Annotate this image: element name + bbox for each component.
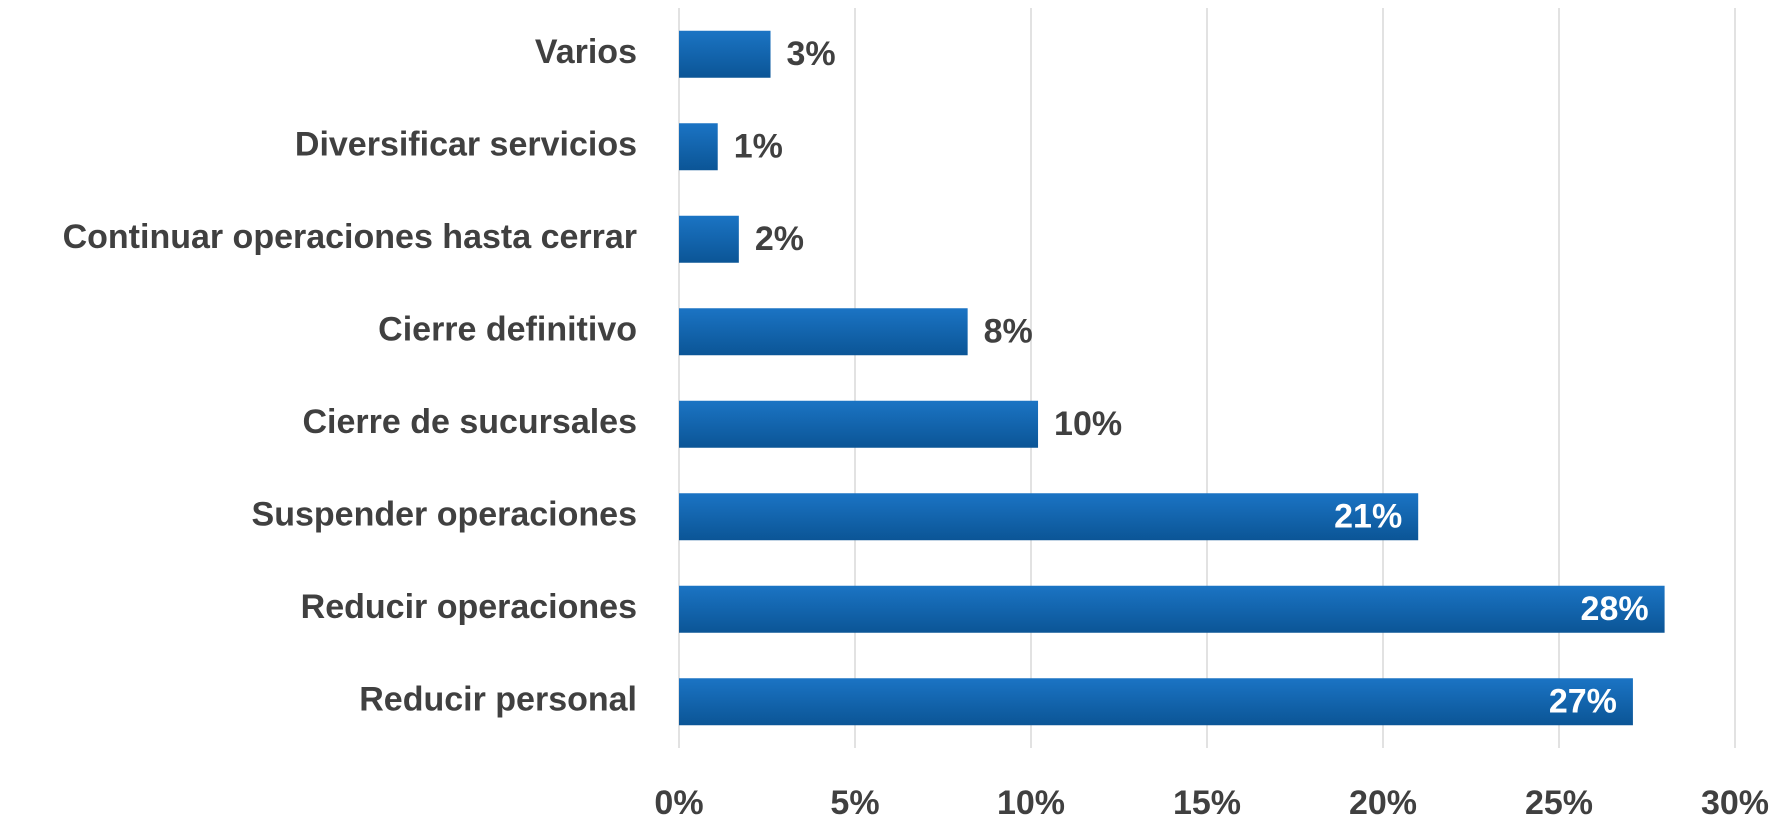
y-tick-label: Diversificar servicios (295, 126, 637, 164)
value-label: 1% (734, 128, 783, 166)
value-label: 2% (755, 220, 804, 258)
value-label: 28% (1581, 590, 1649, 628)
value-label: 21% (1334, 498, 1402, 536)
y-tick-label: Suspender operaciones (252, 496, 637, 534)
y-tick-label: Cierre de sucursales (302, 403, 637, 441)
x-tick-label: 25% (1525, 784, 1593, 822)
bar (679, 678, 1633, 726)
x-tick-label: 0% (654, 784, 703, 822)
value-label: 10% (1054, 405, 1122, 443)
x-tick-label: 30% (1701, 784, 1769, 822)
value-label: 27% (1549, 683, 1617, 721)
bar (679, 493, 1419, 541)
x-tick-label: 5% (830, 784, 879, 822)
y-tick-label: Cierre definitivo (378, 311, 637, 349)
bar (679, 215, 739, 263)
y-tick-label: Reducir operaciones (301, 588, 637, 626)
bar (679, 30, 771, 78)
bar (679, 400, 1039, 448)
bar (679, 585, 1665, 633)
value-label: 8% (984, 313, 1033, 351)
y-tick-label: Reducir personal (359, 681, 637, 719)
x-tick-label: 10% (997, 784, 1065, 822)
value-label: 3% (787, 35, 836, 73)
y-tick-label: Continuar operaciones hasta cerrar (63, 218, 637, 256)
y-tick-label: Varios (535, 33, 637, 71)
bar (679, 308, 968, 356)
x-tick-label: 15% (1173, 784, 1241, 822)
x-tick-label: 20% (1349, 784, 1417, 822)
bar (679, 123, 718, 171)
